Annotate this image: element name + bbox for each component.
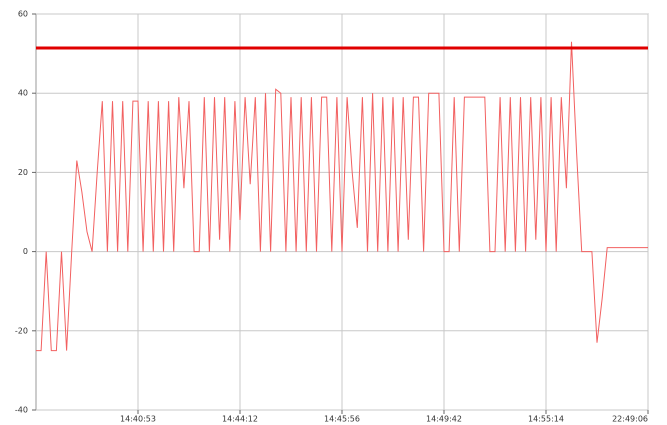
x-tick-label: 22:49:06 bbox=[612, 415, 648, 424]
data-line bbox=[36, 41, 648, 352]
x-tick-label: 14:44:12 bbox=[222, 415, 258, 424]
y-tick-label: 40 bbox=[18, 89, 28, 98]
x-tick-label: 14:55:14 bbox=[528, 415, 564, 424]
x-tick-label: 14:49:42 bbox=[426, 415, 462, 424]
x-tick-label: 14:40:53 bbox=[120, 415, 156, 424]
y-tick-label: -40 bbox=[15, 406, 28, 415]
y-tick-label: 60 bbox=[18, 10, 28, 19]
x-tick-label: 14:45:56 bbox=[324, 415, 360, 424]
y-tick-label: -20 bbox=[15, 326, 28, 335]
y-tick-label: 20 bbox=[18, 168, 28, 177]
y-tick-label: 0 bbox=[23, 247, 28, 256]
